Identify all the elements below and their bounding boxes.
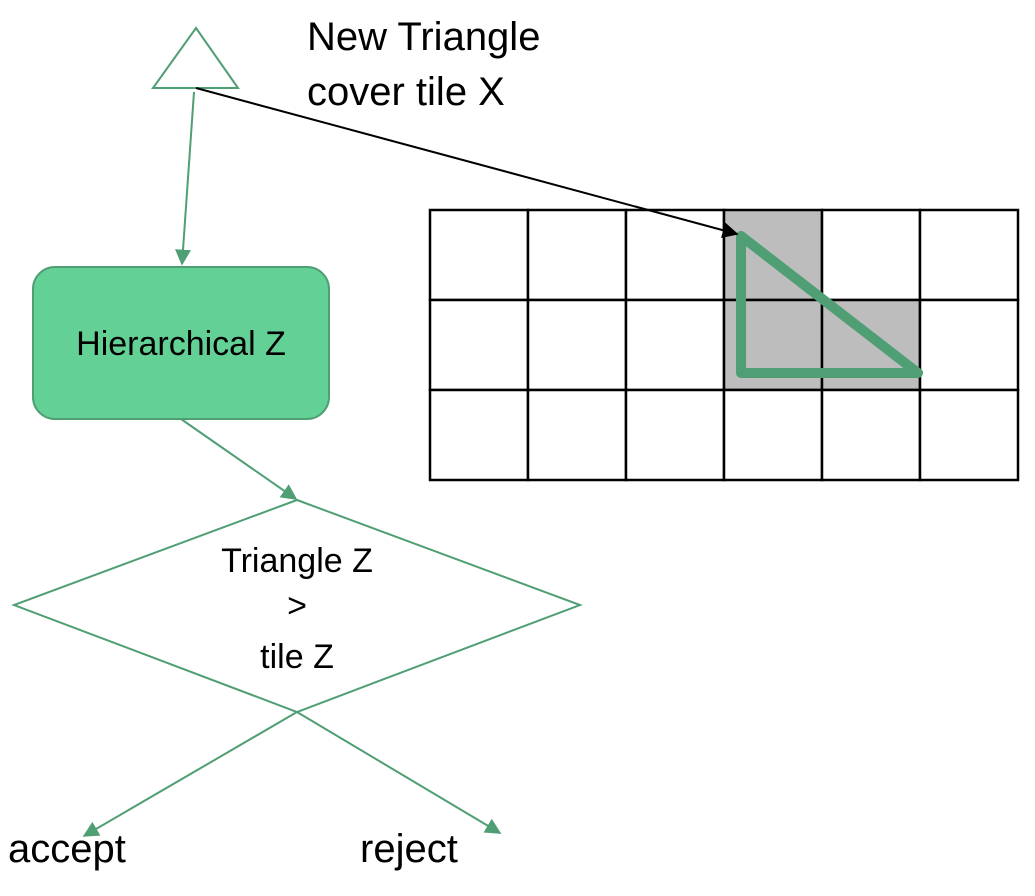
- tile: [526, 298, 628, 392]
- decision-line-1: Triangle Z: [221, 542, 373, 580]
- tile: [918, 388, 1020, 482]
- tile: [624, 298, 726, 392]
- new-triangle-icon: [151, 26, 240, 89]
- reject-label: reject: [360, 827, 458, 871]
- tile: [428, 208, 530, 302]
- tile: [428, 388, 530, 482]
- accept-arrow: [82, 711, 298, 837]
- tile: [624, 208, 726, 302]
- reject-arrow: [296, 711, 502, 834]
- tile: [428, 298, 530, 392]
- tile: [526, 208, 628, 302]
- decision-line-2: >: [287, 587, 307, 625]
- tile-grid: [428, 208, 1020, 482]
- tile: [918, 208, 1020, 302]
- title-line-1: New Triangle: [307, 15, 540, 59]
- hierarchical-z-label: Hierarchical Z: [76, 325, 286, 363]
- tile: [918, 298, 1020, 392]
- tile: [526, 388, 628, 482]
- to-decision-arrow: [180, 418, 298, 500]
- tile-pointer-arrow: [195, 87, 739, 238]
- to-hierarchical-z-arrow: [175, 91, 195, 266]
- accept-label: accept: [8, 827, 126, 871]
- tile: [820, 208, 922, 302]
- tile: [820, 388, 922, 482]
- tile: [722, 388, 824, 482]
- tile: [624, 388, 726, 482]
- title-line-2: cover tile X: [307, 70, 505, 114]
- decision-line-3: tile Z: [260, 638, 334, 676]
- covering-triangle: [736, 231, 923, 378]
